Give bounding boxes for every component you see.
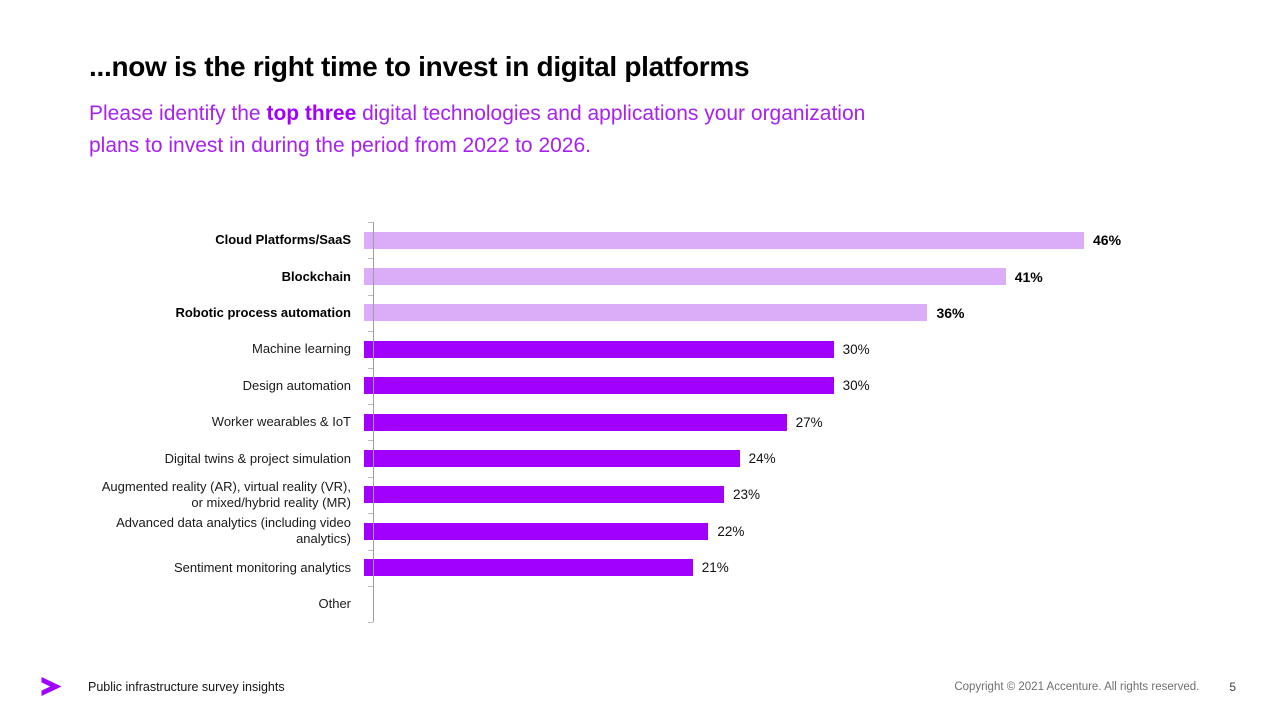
- chart-row: Robotic process automation 36%: [90, 295, 1230, 331]
- axis-tick: [368, 476, 373, 478]
- bar: [364, 304, 928, 322]
- value-label: 36%: [936, 304, 965, 321]
- chart-row: Design automation 30%: [90, 368, 1230, 404]
- value-label: 30%: [842, 341, 870, 357]
- chart-row: Machine learning 30%: [90, 331, 1230, 367]
- axis-tick: [368, 258, 373, 260]
- bar-chart-rows: Cloud Platforms/SaaS 46% Blockchain 41% Robo…: [90, 222, 1230, 624]
- category-label: Design automation: [242, 377, 351, 393]
- chart-row: Cloud Platforms/SaaS 46%: [90, 222, 1230, 258]
- bar-track: 24%: [362, 440, 1230, 476]
- bar-chart: Cloud Platforms/SaaS 46% Blockchain 41% Robo…: [90, 222, 1230, 624]
- axis-tick: [368, 549, 373, 551]
- category-label: Other: [318, 596, 351, 612]
- slide-header: ...now is the right time to invest in di…: [89, 50, 1189, 162]
- slide-footer: Public infrastructure survey insights Co…: [40, 676, 1236, 697]
- slide-title: ...now is the right time to invest in di…: [89, 51, 750, 82]
- bar: [364, 377, 834, 395]
- bar: [364, 486, 724, 504]
- category-label: Worker wearables & IoT: [211, 414, 351, 430]
- value-label: 30%: [842, 378, 870, 394]
- subtitle-suffix: digital technologies and applications yo…: [356, 102, 866, 125]
- footer-report-title: Public infrastructure survey insights: [88, 679, 285, 694]
- subtitle-prefix: Please identify the: [89, 102, 267, 125]
- chart-row: Other: [90, 586, 1230, 622]
- copyright-text: Copyright © 2021 Accenture. All rights r…: [954, 680, 1200, 693]
- bar: [364, 231, 1084, 249]
- subtitle-emphasis: top three: [266, 102, 357, 125]
- category-label: Advanced data analytics (including video…: [116, 515, 351, 547]
- axis-tick: [368, 622, 373, 624]
- bar-track: 22%: [362, 513, 1230, 549]
- footer-left: Public infrastructure survey insights: [40, 676, 285, 697]
- value-label: 24%: [748, 451, 776, 467]
- value-label: 41%: [1014, 268, 1043, 285]
- bar-track: 21%: [362, 550, 1230, 586]
- y-axis-line: [373, 222, 374, 623]
- bar-track: 41%: [362, 258, 1230, 294]
- category-label: Robotic process automation: [175, 304, 351, 320]
- chart-row: Advanced data analytics (including video…: [90, 513, 1230, 549]
- axis-tick: [368, 294, 373, 296]
- page-number: 5: [1229, 679, 1236, 694]
- category-label: Machine learning: [251, 341, 351, 357]
- bar-track: 36%: [362, 295, 1230, 331]
- bar: [364, 340, 834, 358]
- category-label: Augmented reality (AR), virtual reality …: [101, 478, 351, 510]
- subtitle-line-2: plans to invest in during the period fro…: [89, 134, 591, 157]
- chart-row: Augmented reality (AR), virtual reality …: [90, 477, 1230, 513]
- bar: [364, 559, 693, 577]
- bar-track: 30%: [362, 331, 1230, 367]
- category-label: Blockchain: [281, 268, 351, 284]
- axis-tick: [368, 513, 373, 515]
- accenture-logo-icon: [41, 677, 62, 696]
- chart-row: Blockchain 41%: [90, 258, 1230, 294]
- category-label: Digital twins & project simulation: [164, 450, 351, 466]
- value-label: 22%: [717, 523, 745, 539]
- category-label: Sentiment monitoring analytics: [173, 559, 351, 575]
- value-label: 46%: [1093, 232, 1122, 249]
- value-label: 21%: [701, 560, 729, 576]
- bar-track: 46%: [362, 222, 1230, 258]
- bar-track: 30%: [362, 368, 1230, 404]
- bar: [364, 268, 1006, 286]
- axis-tick: [368, 404, 373, 405]
- axis-tick: [368, 222, 373, 223]
- footer-right: Copyright © 2021 Accenture. All rights r…: [954, 680, 1236, 694]
- axis-tick: [368, 440, 373, 442]
- axis-tick: [368, 367, 373, 369]
- chart-row: Worker wearables & IoT 27%: [90, 404, 1230, 440]
- category-label: Cloud Platforms/SaaS: [215, 232, 351, 248]
- chart-row: Digital twins & project simulation 24%: [90, 440, 1230, 476]
- chart-row: Sentiment monitoring analytics 21%: [90, 550, 1230, 586]
- bar-track: [362, 586, 1230, 622]
- value-label: 23%: [733, 487, 761, 503]
- slide-subtitle: Please identify the top three digital te…: [89, 98, 1189, 162]
- subtitle-line-1: Please identify the top three digital te…: [89, 98, 1189, 130]
- bar: [364, 413, 787, 431]
- bar: [364, 450, 740, 468]
- bar: [364, 522, 709, 540]
- bar-track: 27%: [362, 404, 1230, 440]
- bar-track: 23%: [362, 477, 1230, 513]
- axis-tick: [368, 331, 373, 333]
- value-label: 27%: [795, 414, 823, 430]
- axis-tick: [368, 586, 373, 587]
